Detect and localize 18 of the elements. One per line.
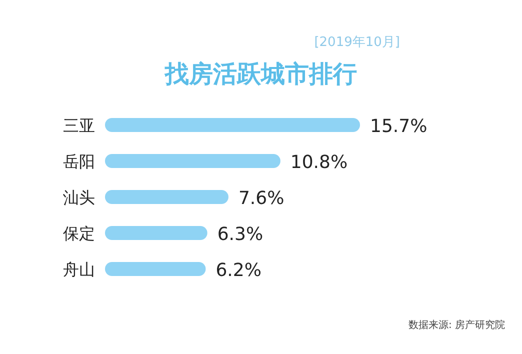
bar xyxy=(105,226,208,240)
source-note: 数据来源: 房产研究院 xyxy=(408,319,505,331)
bar xyxy=(105,190,228,204)
y-tick-label: 舟山 xyxy=(63,260,95,279)
y-tick-label: 岳阳 xyxy=(63,152,95,171)
data-label: 7.6% xyxy=(238,188,284,209)
y-tick-label: 汕头 xyxy=(63,188,95,207)
bar xyxy=(105,262,206,276)
data-label: 6.2% xyxy=(216,260,262,281)
data-label: 10.8% xyxy=(290,152,348,173)
data-label: 15.7% xyxy=(370,116,428,137)
chart-subtitle: [2019年10月] xyxy=(314,35,400,50)
y-tick-label: 保定 xyxy=(63,224,95,243)
bar xyxy=(105,154,280,168)
bar xyxy=(105,118,360,132)
y-tick-label: 三亚 xyxy=(63,116,95,135)
data-label: 6.3% xyxy=(217,224,264,245)
chart-title: 找房活跃城市排行 xyxy=(164,60,357,88)
